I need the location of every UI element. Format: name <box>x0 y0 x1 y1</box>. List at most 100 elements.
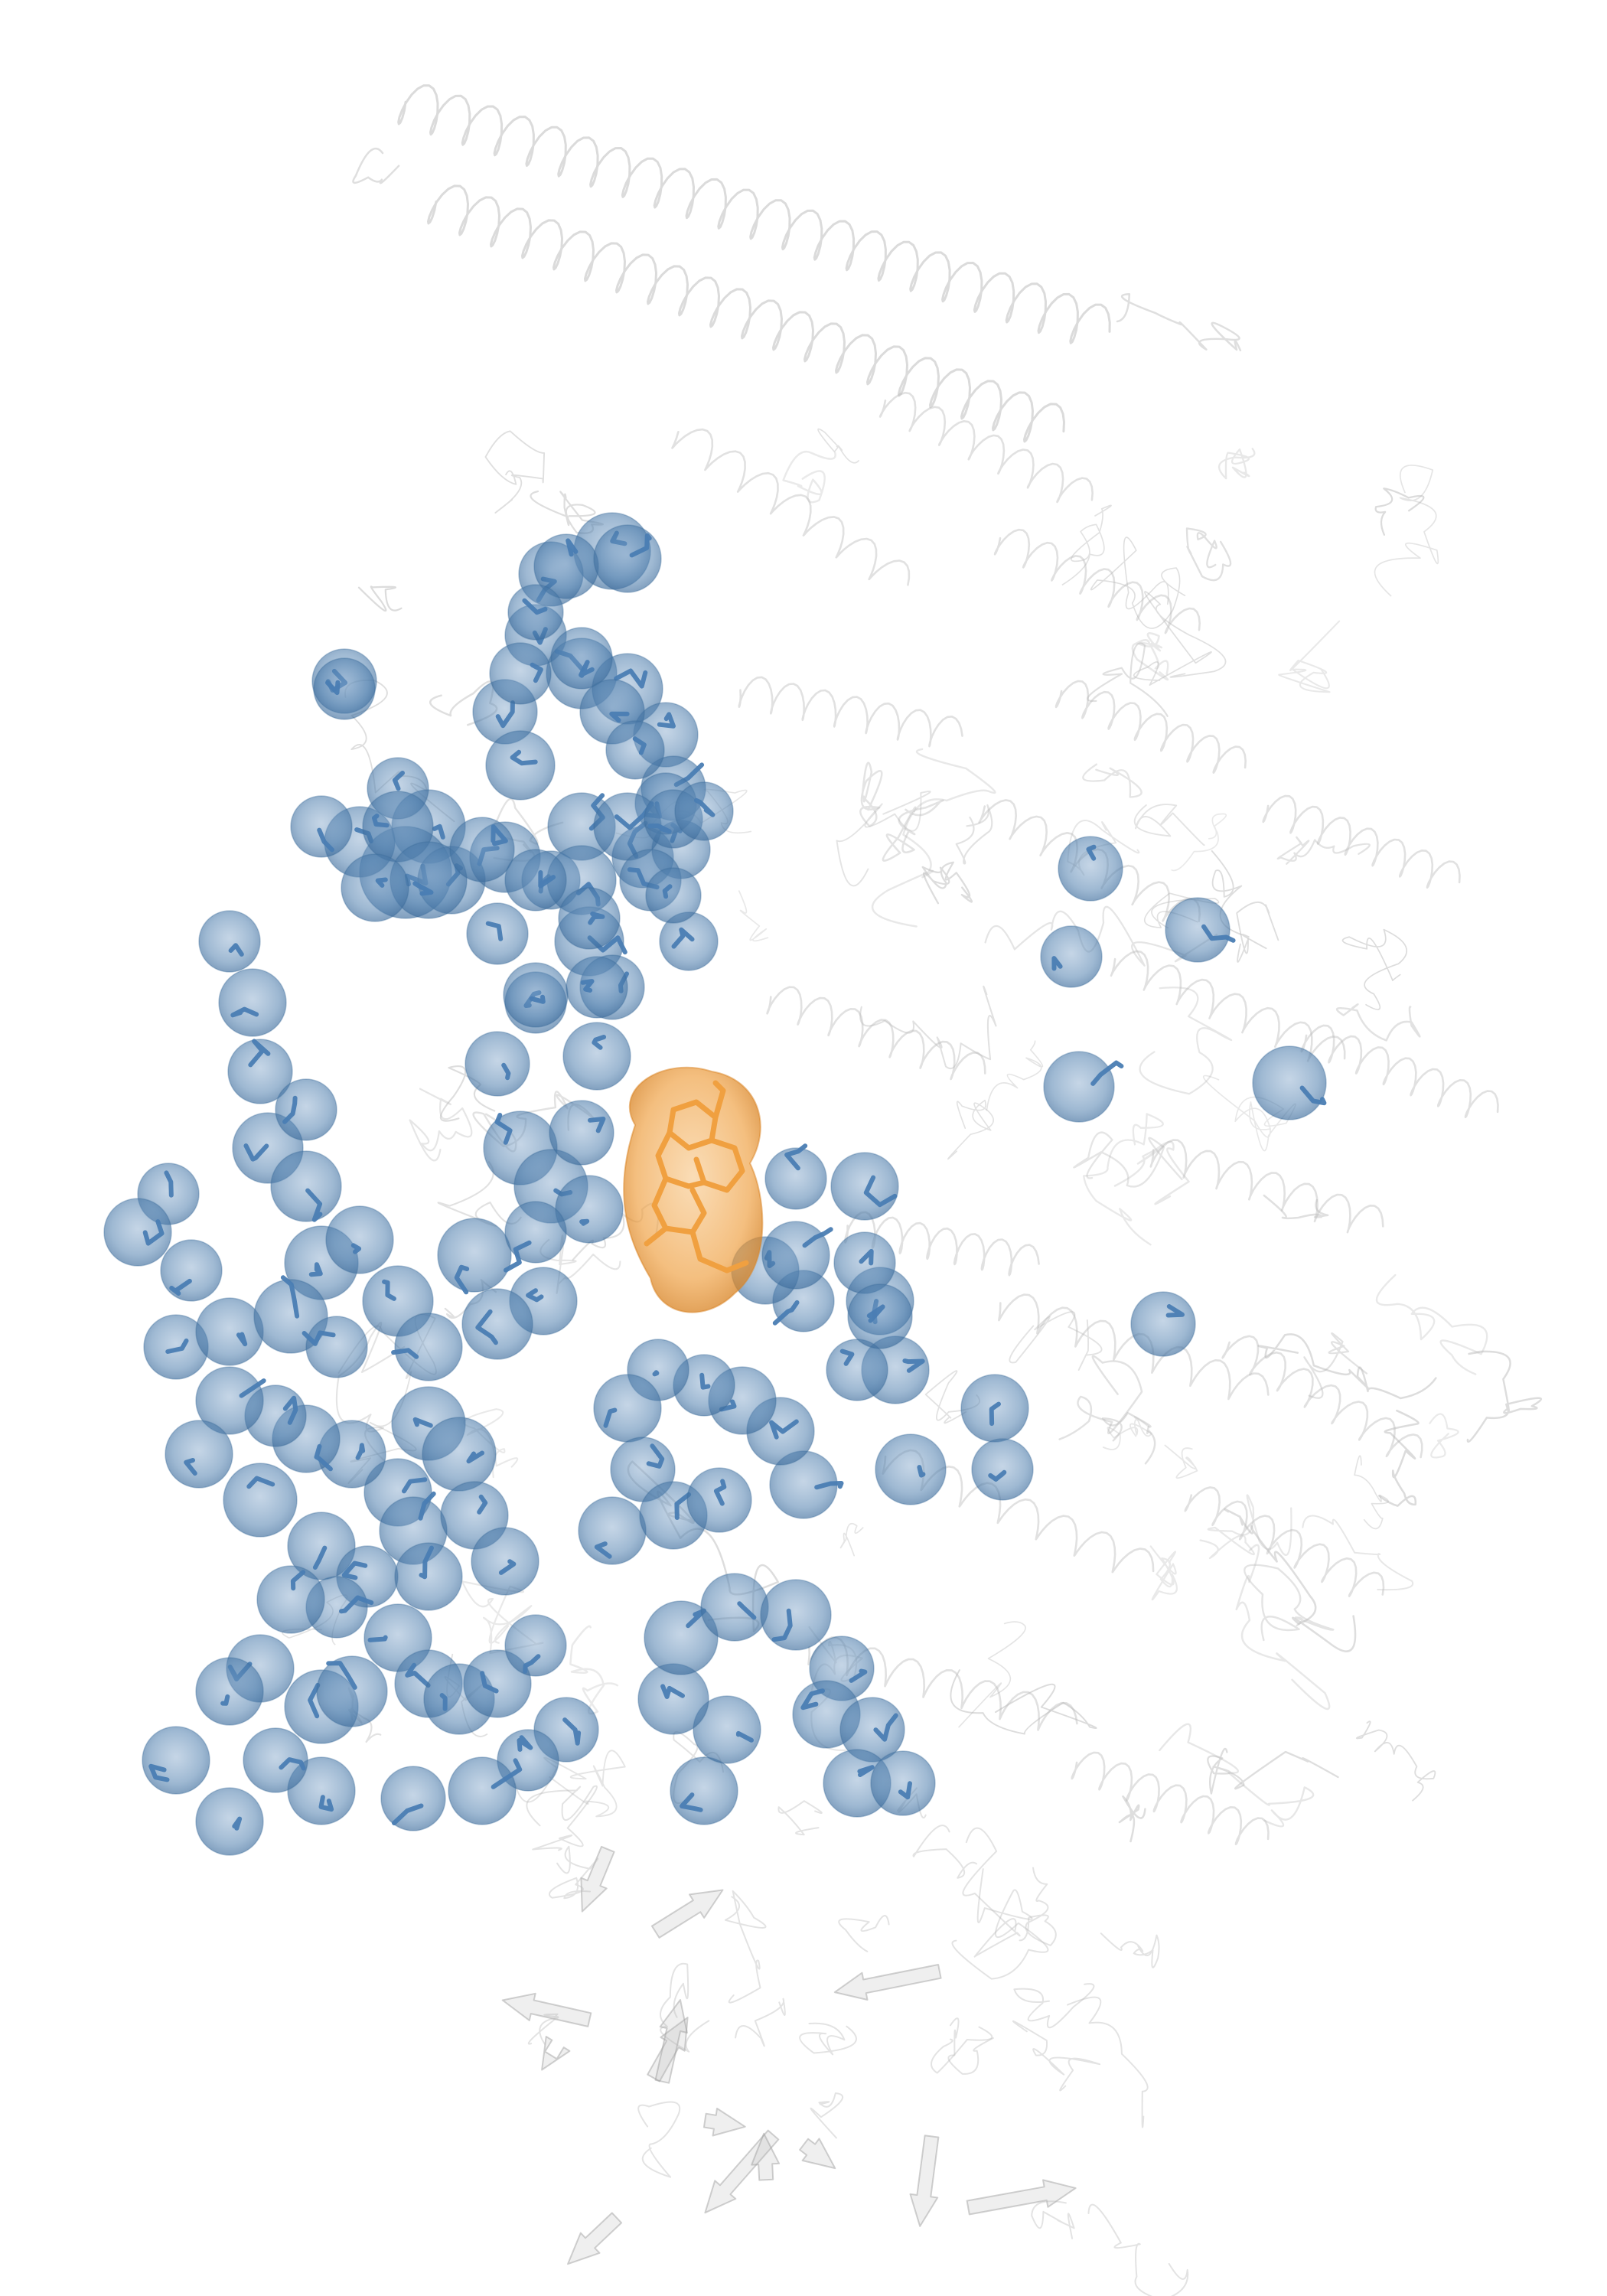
residue <box>243 1727 308 1793</box>
helix <box>1221 1335 1423 1459</box>
residue <box>485 730 556 801</box>
coil <box>1058 1355 1143 1440</box>
coil <box>1031 2200 1075 2239</box>
coil <box>962 1827 1021 1958</box>
coil <box>1378 1409 1420 1507</box>
residue <box>103 1198 172 1267</box>
residue <box>764 1143 827 1210</box>
coil <box>1012 2020 1101 2092</box>
coil <box>859 762 883 827</box>
coil <box>569 1625 619 1715</box>
coil <box>947 1099 994 1160</box>
residue <box>1058 836 1123 902</box>
residue <box>391 1313 463 1381</box>
coil <box>1278 620 1341 693</box>
residue <box>471 1527 539 1596</box>
beta-strand <box>966 2179 1077 2216</box>
helix <box>1054 680 1247 774</box>
coil <box>1207 1747 1339 1795</box>
coil <box>1139 987 1232 1095</box>
residue <box>287 1756 356 1825</box>
coil <box>735 1998 786 2047</box>
helix <box>397 84 1111 344</box>
residue <box>875 1433 947 1505</box>
helix <box>1184 1486 1385 1597</box>
coil <box>1149 1545 1178 1601</box>
residue <box>422 1417 497 1492</box>
coil <box>530 490 604 534</box>
coil <box>526 1785 598 1851</box>
helix <box>993 528 1201 634</box>
residue <box>1040 925 1103 988</box>
beta-strand <box>647 2017 689 2082</box>
residue <box>533 533 599 599</box>
residue <box>218 968 287 1037</box>
coil <box>951 1868 1049 1980</box>
highlighted-residues <box>103 512 1327 1856</box>
residue <box>142 1726 210 1795</box>
residue <box>555 1175 624 1244</box>
coil <box>1374 465 1439 597</box>
residue <box>380 1766 446 1831</box>
coil <box>1263 1194 1329 1220</box>
ligand-bond <box>644 1225 669 1247</box>
coil <box>463 1408 519 1479</box>
residue <box>275 1078 337 1141</box>
beta-strand <box>833 1964 942 2001</box>
residue <box>971 1438 1034 1501</box>
residue <box>341 853 409 922</box>
residue <box>562 1022 631 1091</box>
residue <box>826 1339 888 1401</box>
residue <box>870 1750 936 1816</box>
coil <box>777 1800 823 1836</box>
coil <box>931 2026 993 2074</box>
coil <box>912 1825 978 1879</box>
coil <box>527 2013 559 2045</box>
coil <box>1067 1996 1149 2128</box>
coil <box>1276 836 1371 865</box>
coil <box>872 748 996 928</box>
coil <box>738 890 769 942</box>
coil <box>1217 448 1256 480</box>
residue <box>670 1756 738 1825</box>
coil <box>1211 850 1267 950</box>
residue <box>960 1374 1029 1443</box>
residue <box>503 962 569 1028</box>
coil <box>439 1065 496 1122</box>
coil <box>1009 1311 1103 1371</box>
residue <box>578 1496 647 1565</box>
residue <box>160 1239 223 1302</box>
residue <box>1165 897 1236 963</box>
ligand-bond <box>689 1229 749 1274</box>
residue <box>686 1467 752 1533</box>
beta-strand <box>654 1999 688 2084</box>
coil <box>1019 1867 1057 1946</box>
residue <box>195 1657 264 1726</box>
coil <box>357 585 403 612</box>
residue <box>605 720 665 780</box>
residue <box>504 849 567 912</box>
ligand-bond <box>693 1137 745 1193</box>
coil <box>1244 1564 1335 1642</box>
residue <box>290 795 353 858</box>
coil <box>799 2022 857 2056</box>
residue <box>504 1201 567 1273</box>
residue <box>830 1152 899 1221</box>
residue <box>449 817 515 882</box>
helix <box>671 428 911 586</box>
helix <box>1071 1751 1270 1845</box>
coil <box>1090 536 1186 629</box>
beta-strand <box>580 1845 615 1913</box>
residue <box>466 902 529 965</box>
coil <box>660 1962 710 2053</box>
coil <box>1224 1508 1357 1652</box>
protein-ribbon <box>282 84 1542 2296</box>
residue <box>448 1756 523 1825</box>
coil <box>882 799 944 862</box>
coil <box>1341 928 1407 1010</box>
ligand-surface <box>623 1066 764 1313</box>
residue <box>165 1420 233 1489</box>
beta-strand <box>501 1992 592 2027</box>
coil <box>986 1040 1044 1111</box>
residue <box>464 1031 530 1097</box>
